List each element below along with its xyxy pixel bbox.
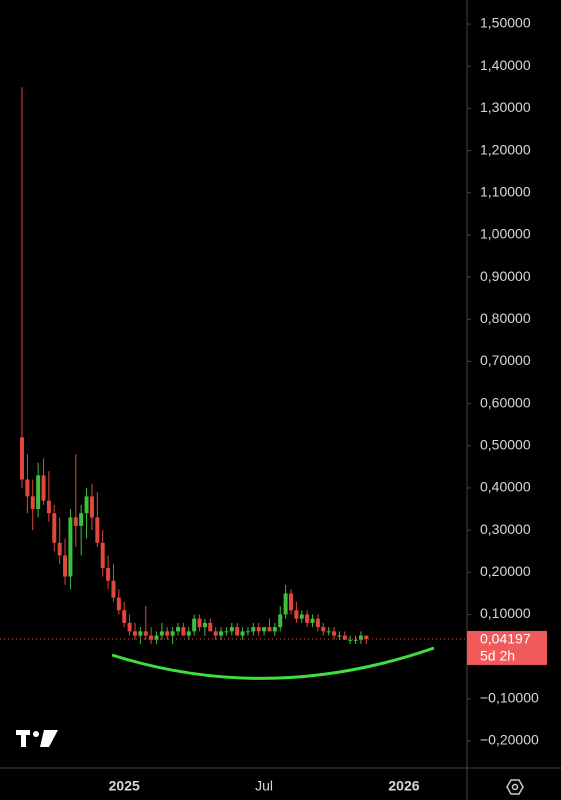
- candle-body: [321, 627, 326, 632]
- candle-body: [138, 631, 143, 636]
- candle-body: [353, 639, 358, 641]
- candle-body: [256, 627, 261, 632]
- y-tick-label: 0,60000: [480, 394, 531, 410]
- candle-body: [116, 597, 121, 611]
- candle-body: [186, 631, 191, 636]
- candle-body: [41, 475, 46, 501]
- y-tick-label: 0,50000: [480, 436, 531, 452]
- candle-body: [235, 627, 240, 636]
- candle-body: [348, 639, 353, 641]
- candle-body: [219, 631, 224, 636]
- candle-body: [25, 479, 30, 497]
- y-tick-label: 0,70000: [480, 352, 531, 368]
- candle-body: [149, 635, 154, 640]
- candle-body: [181, 627, 186, 636]
- candle-body: [251, 627, 256, 632]
- candle-body: [240, 631, 245, 636]
- candle-body: [208, 622, 213, 632]
- candle-body: [213, 631, 218, 636]
- candle-body: [132, 631, 137, 636]
- y-tick-label: 0,90000: [480, 268, 531, 284]
- settings-button[interactable]: [506, 779, 524, 795]
- candle-body: [63, 555, 68, 577]
- candle-body: [267, 627, 272, 632]
- y-tick-label: 0,20000: [480, 563, 531, 579]
- candle-body: [278, 614, 283, 628]
- candle-body: [52, 513, 57, 543]
- candle-body: [358, 635, 363, 640]
- candle-body: [197, 618, 202, 628]
- y-tick-label: −0,20000: [480, 732, 539, 748]
- candle-body: [342, 635, 347, 640]
- candle-body: [294, 610, 299, 619]
- candle-body: [57, 542, 62, 556]
- candle-body: [299, 614, 304, 619]
- candle-body: [170, 631, 175, 636]
- y-tick-label: 0,10000: [480, 605, 531, 621]
- candle-body: [315, 618, 320, 628]
- candle-body: [159, 631, 164, 636]
- candle-body: [111, 580, 116, 598]
- candle-body: [20, 437, 24, 480]
- last-price-box: [467, 630, 547, 665]
- x-tick-label: 2025: [109, 778, 140, 794]
- candle-body: [36, 475, 41, 510]
- candle-body: [46, 500, 51, 514]
- candle-body: [95, 517, 100, 543]
- candle-body: [143, 631, 148, 636]
- countdown-label: 5d 2h: [480, 648, 515, 664]
- candle-body: [245, 631, 250, 633]
- candle-body: [262, 627, 267, 632]
- candle-body: [127, 622, 132, 632]
- x-tick-label: 2026: [388, 778, 419, 794]
- y-tick-label: −0,10000: [480, 690, 539, 706]
- candle-body: [364, 635, 369, 639]
- y-tick-label: 0,40000: [480, 479, 531, 495]
- candle-body: [165, 631, 170, 636]
- candle-body: [84, 496, 89, 514]
- candle-body: [337, 635, 342, 637]
- y-tick-label: 1,40000: [480, 57, 531, 73]
- candle-body: [289, 593, 293, 611]
- candle-body: [154, 635, 159, 640]
- candle-body: [229, 627, 234, 632]
- y-tick-label: 1,50000: [480, 15, 531, 31]
- y-tick-label: 0,30000: [480, 521, 531, 537]
- x-tick-label: Jul: [255, 778, 273, 794]
- y-tick-label: 1,30000: [480, 99, 531, 115]
- candle-body: [283, 593, 288, 615]
- candle-body: [224, 631, 229, 633]
- logo: [16, 730, 58, 747]
- candle-body: [68, 517, 73, 577]
- y-tick-label: 0,80000: [480, 310, 531, 326]
- candle-body: [332, 631, 337, 636]
- candle-body: [202, 622, 207, 628]
- last-price-label: 0,04197: [480, 631, 531, 647]
- candle-body: [310, 618, 315, 623]
- candle-body: [30, 496, 35, 510]
- candle-body: [79, 513, 84, 526]
- candle-body: [122, 610, 127, 623]
- candle-body: [100, 542, 105, 569]
- candle-body: [192, 618, 197, 632]
- candle-body: [89, 496, 94, 518]
- y-tick-label: 1,20000: [480, 141, 531, 157]
- candle-body: [305, 614, 310, 623]
- candle-body: [176, 627, 181, 632]
- candle-body: [73, 517, 78, 526]
- y-tick-label: 1,10000: [480, 183, 531, 199]
- candle-body: [326, 631, 331, 633]
- annotation-curve: [111, 646, 435, 680]
- y-tick-label: 1,00000: [480, 226, 531, 242]
- candle-body: [106, 568, 111, 581]
- candle-body: [272, 627, 277, 632]
